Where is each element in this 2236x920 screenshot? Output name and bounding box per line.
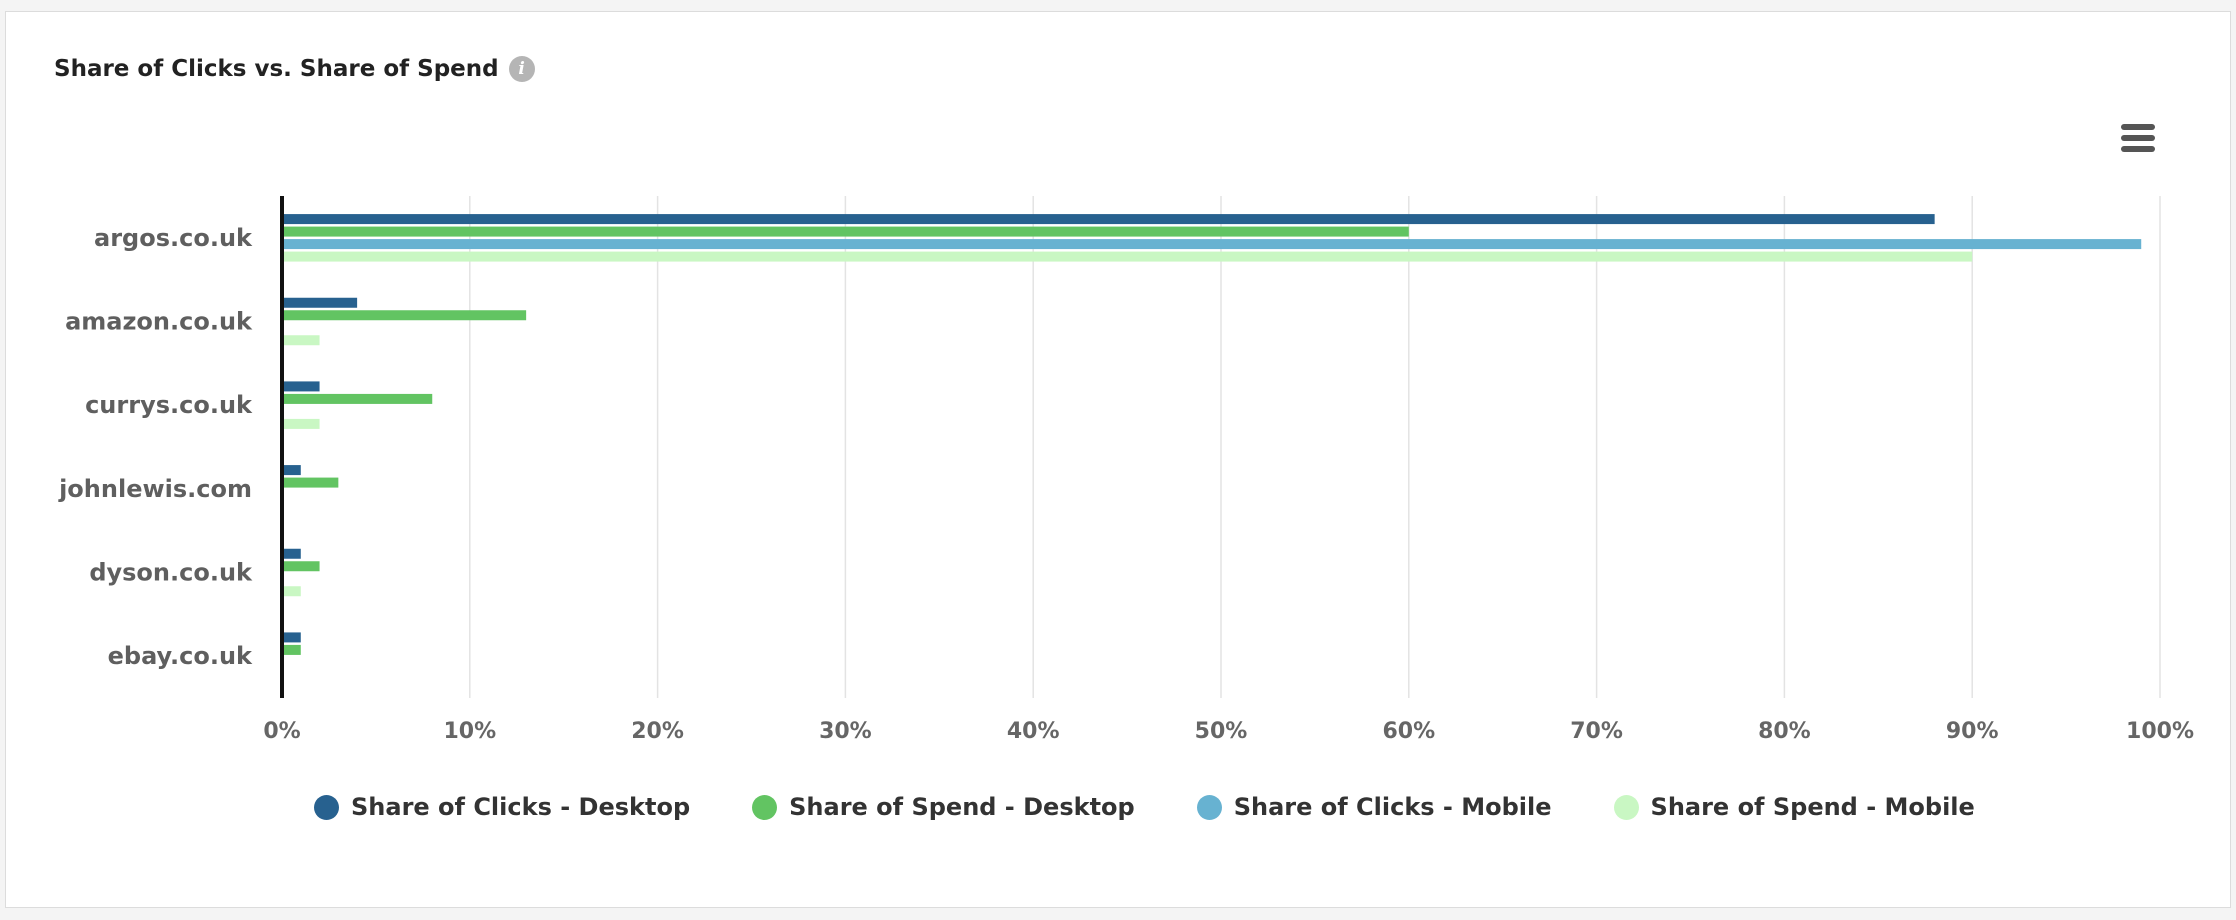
- legend-item[interactable]: Share of Spend - Mobile: [1613, 793, 1975, 821]
- legend-marker-icon: [314, 794, 339, 820]
- category-label: dyson.co.uk: [89, 559, 253, 587]
- menu-line-icon: [2121, 124, 2155, 130]
- bar: [282, 561, 320, 572]
- bar: [282, 214, 1935, 225]
- menu-line-icon: [2121, 135, 2155, 141]
- chart-card: Share of Clicks vs. Share of Spend i: [5, 11, 2231, 908]
- x-tick-label: 100%: [2126, 719, 2194, 744]
- x-tick-label: 40%: [1007, 719, 1060, 744]
- bar: [282, 477, 339, 488]
- x-tick-label: 60%: [1382, 719, 1435, 744]
- bar: [282, 393, 433, 404]
- x-tick-label: 0%: [263, 719, 300, 744]
- legend-marker-icon: [1196, 794, 1222, 820]
- x-tick-label: 20%: [631, 719, 684, 744]
- chart-title: Share of Clicks vs. Share of Spend: [54, 56, 499, 82]
- bar: [282, 548, 301, 559]
- category-label: currys.co.uk: [85, 391, 253, 419]
- info-icon[interactable]: i: [508, 56, 535, 82]
- category-label: johnlewis.com: [58, 475, 252, 503]
- menu-line-icon: [2121, 146, 2155, 152]
- legend-label: Share of Spend - Mobile: [1650, 793, 1975, 821]
- bar: [282, 586, 301, 597]
- category-label: argos.co.uk: [94, 224, 253, 252]
- legend-marker-icon: [752, 794, 778, 820]
- category-label: ebay.co.uk: [108, 642, 253, 670]
- category-label: amazon.co.uk: [65, 308, 253, 336]
- bar: [282, 632, 301, 643]
- bar: [282, 251, 1973, 262]
- bar: [282, 239, 2142, 250]
- bar: [282, 335, 320, 346]
- bar: [282, 297, 358, 308]
- x-tick-label: 90%: [1946, 719, 1999, 744]
- hamburger-menu-icon[interactable]: [2118, 124, 2158, 158]
- x-tick-label: 80%: [1758, 719, 1811, 744]
- x-tick-label: 10%: [443, 719, 496, 744]
- legend-marker-icon: [1613, 794, 1639, 820]
- x-tick-label: 70%: [1570, 719, 1623, 744]
- legend-label: Share of Clicks - Mobile: [1233, 793, 1552, 821]
- legend-item[interactable]: Share of Clicks - Mobile: [1196, 793, 1552, 821]
- chart-header: Share of Clicks vs. Share of Spend i: [54, 56, 535, 82]
- bar: [282, 226, 1409, 237]
- legend-item[interactable]: Share of Clicks - Desktop: [314, 793, 690, 821]
- legend-label: Share of Spend - Desktop: [789, 793, 1135, 821]
- bar: [282, 310, 527, 321]
- chart-legend: Share of Clicks - Desktop Share of Spend …: [314, 793, 2037, 821]
- legend-item[interactable]: Share of Spend - Desktop: [752, 793, 1135, 821]
- legend-label: Share of Clicks - Desktop: [351, 793, 691, 821]
- bar: [282, 418, 320, 429]
- bar: [282, 644, 301, 655]
- bar: [282, 465, 301, 476]
- x-tick-label: 50%: [1195, 719, 1248, 744]
- bar: [282, 381, 320, 392]
- x-tick-label: 30%: [819, 719, 872, 744]
